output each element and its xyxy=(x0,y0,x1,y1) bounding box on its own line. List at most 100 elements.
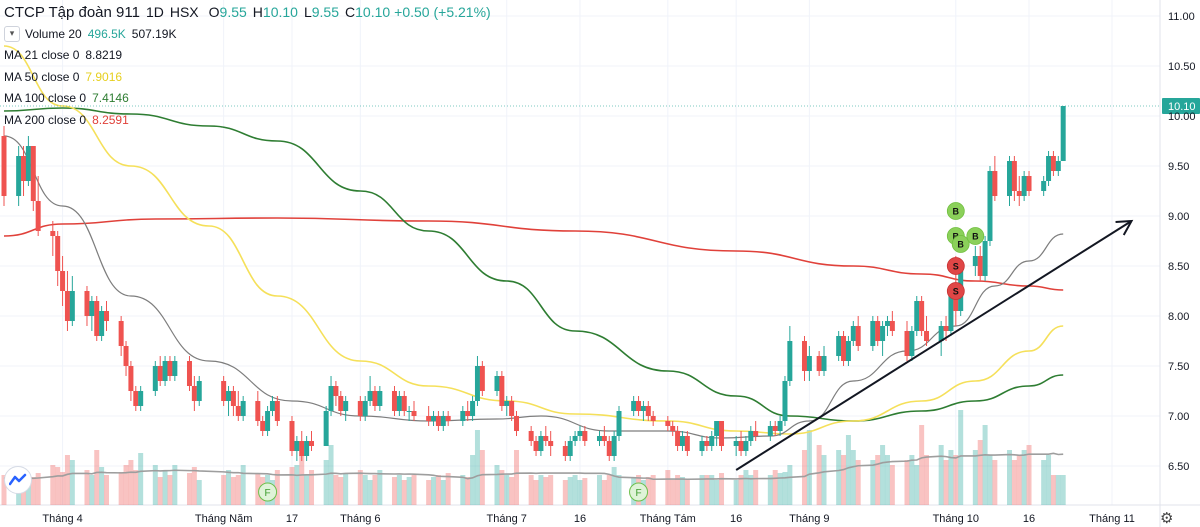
volume-bar xyxy=(372,475,378,505)
candle-body xyxy=(118,321,124,346)
volume-bar xyxy=(787,465,793,505)
volume-bar xyxy=(255,473,261,505)
volume-bar xyxy=(880,445,886,505)
volume-bar xyxy=(1055,475,1061,505)
volume-bar xyxy=(801,450,807,505)
time-axis[interactable]: Tháng 4 Tháng Năm 17 Tháng 6 Tháng 7 16 Tháng … xyxy=(42,513,1134,525)
x-tick-label: Tháng Tám xyxy=(640,513,696,525)
candle-body xyxy=(679,436,685,446)
volume-bar xyxy=(601,480,607,505)
volume-bar xyxy=(94,450,100,505)
candle-body xyxy=(777,421,783,431)
volume-bar xyxy=(499,470,505,505)
symbol-name[interactable]: CTCP Tập đoàn 911 xyxy=(4,3,140,21)
candle-body xyxy=(880,326,886,341)
volume-bar xyxy=(309,470,315,505)
trend-arrow[interactable] xyxy=(735,219,1134,471)
volume-bar xyxy=(60,472,66,505)
indicator-ma50[interactable]: MA 50 close 0 7.9016 xyxy=(4,67,491,87)
volume-bar xyxy=(606,475,612,505)
volume-bar xyxy=(299,455,305,505)
candle-body xyxy=(509,401,515,416)
candle-body xyxy=(64,291,70,321)
candle-body xyxy=(50,231,56,236)
volume-bar xyxy=(1011,460,1017,505)
volume-bar xyxy=(889,465,895,505)
volume-bar xyxy=(30,477,36,505)
sell-marker xyxy=(946,282,965,300)
candle-body xyxy=(919,301,925,331)
candle-body xyxy=(636,401,642,411)
candle-body xyxy=(133,391,139,406)
tradingview-logo-icon[interactable] xyxy=(4,466,32,494)
open-label: O xyxy=(208,4,220,20)
volume-bar xyxy=(836,450,842,505)
candle-body xyxy=(60,271,66,291)
indicator-ma100[interactable]: MA 100 close 0 7.4146 xyxy=(4,88,491,108)
candle-body xyxy=(1006,161,1012,196)
volume-bar xyxy=(186,473,192,505)
collapse-chevron-icon[interactable]: ▾ xyxy=(4,25,20,42)
volume-bar xyxy=(357,470,363,505)
volume-bar xyxy=(196,480,202,505)
y-tick-label: 10.00 xyxy=(1168,111,1196,123)
volume-bar xyxy=(362,475,368,505)
volume-bar xyxy=(982,425,988,505)
candle-body xyxy=(362,401,368,416)
volume-bar xyxy=(240,465,246,505)
candle-body xyxy=(338,396,344,411)
indicator-ma200[interactable]: MA 200 close 0 8.2591 xyxy=(4,110,491,130)
volume-bar xyxy=(909,455,915,505)
gear-icon[interactable]: ⚙ xyxy=(1160,510,1174,527)
candle-body xyxy=(904,331,910,356)
indicator-label: MA 50 close 0 xyxy=(4,69,80,84)
x-tick-label: 16 xyxy=(1023,513,1035,525)
candle-body xyxy=(99,311,105,336)
volume-bar xyxy=(767,475,773,505)
candle-body xyxy=(294,441,300,451)
volume-bar xyxy=(875,455,881,505)
volume-bar xyxy=(684,480,690,505)
candle-body xyxy=(304,441,310,456)
volume-bar xyxy=(479,450,485,505)
candle-body xyxy=(733,441,739,446)
volume-bar xyxy=(538,475,544,505)
candle-body xyxy=(431,416,437,421)
volume-bar xyxy=(431,477,437,505)
candle-body xyxy=(577,431,583,436)
candle-body xyxy=(806,356,812,371)
volume-bar xyxy=(816,445,822,505)
volume-bar xyxy=(396,475,402,505)
volume-bar xyxy=(567,477,573,505)
candle-body xyxy=(606,441,612,456)
interval[interactable]: 1D xyxy=(145,4,164,20)
volume-bar xyxy=(919,425,925,505)
volume-bar xyxy=(743,470,749,505)
candle-body xyxy=(367,391,373,401)
volume-bar xyxy=(25,475,31,505)
dividend-marker xyxy=(629,482,649,502)
candle-body xyxy=(255,401,261,421)
indicator-ma21[interactable]: MA 21 close 0 8.8219 xyxy=(4,45,491,65)
candle-body xyxy=(719,421,725,446)
x-tick-label: 16 xyxy=(730,513,742,525)
candle-body xyxy=(528,431,534,441)
candle-body xyxy=(787,341,793,381)
volume-bar xyxy=(953,455,959,505)
candle-body xyxy=(616,411,622,436)
volume-bar xyxy=(977,440,983,505)
volume-bar xyxy=(596,475,602,505)
volume-bar xyxy=(35,473,41,505)
volume-bar xyxy=(55,467,61,505)
volume-bar xyxy=(948,450,954,505)
volume-bar xyxy=(845,435,851,505)
candle-body xyxy=(948,296,954,331)
candle-body xyxy=(631,401,637,411)
volume-bar xyxy=(104,475,110,505)
indicator-volume[interactable]: ▾ Volume 20 496.5K 507.19K xyxy=(4,24,491,44)
